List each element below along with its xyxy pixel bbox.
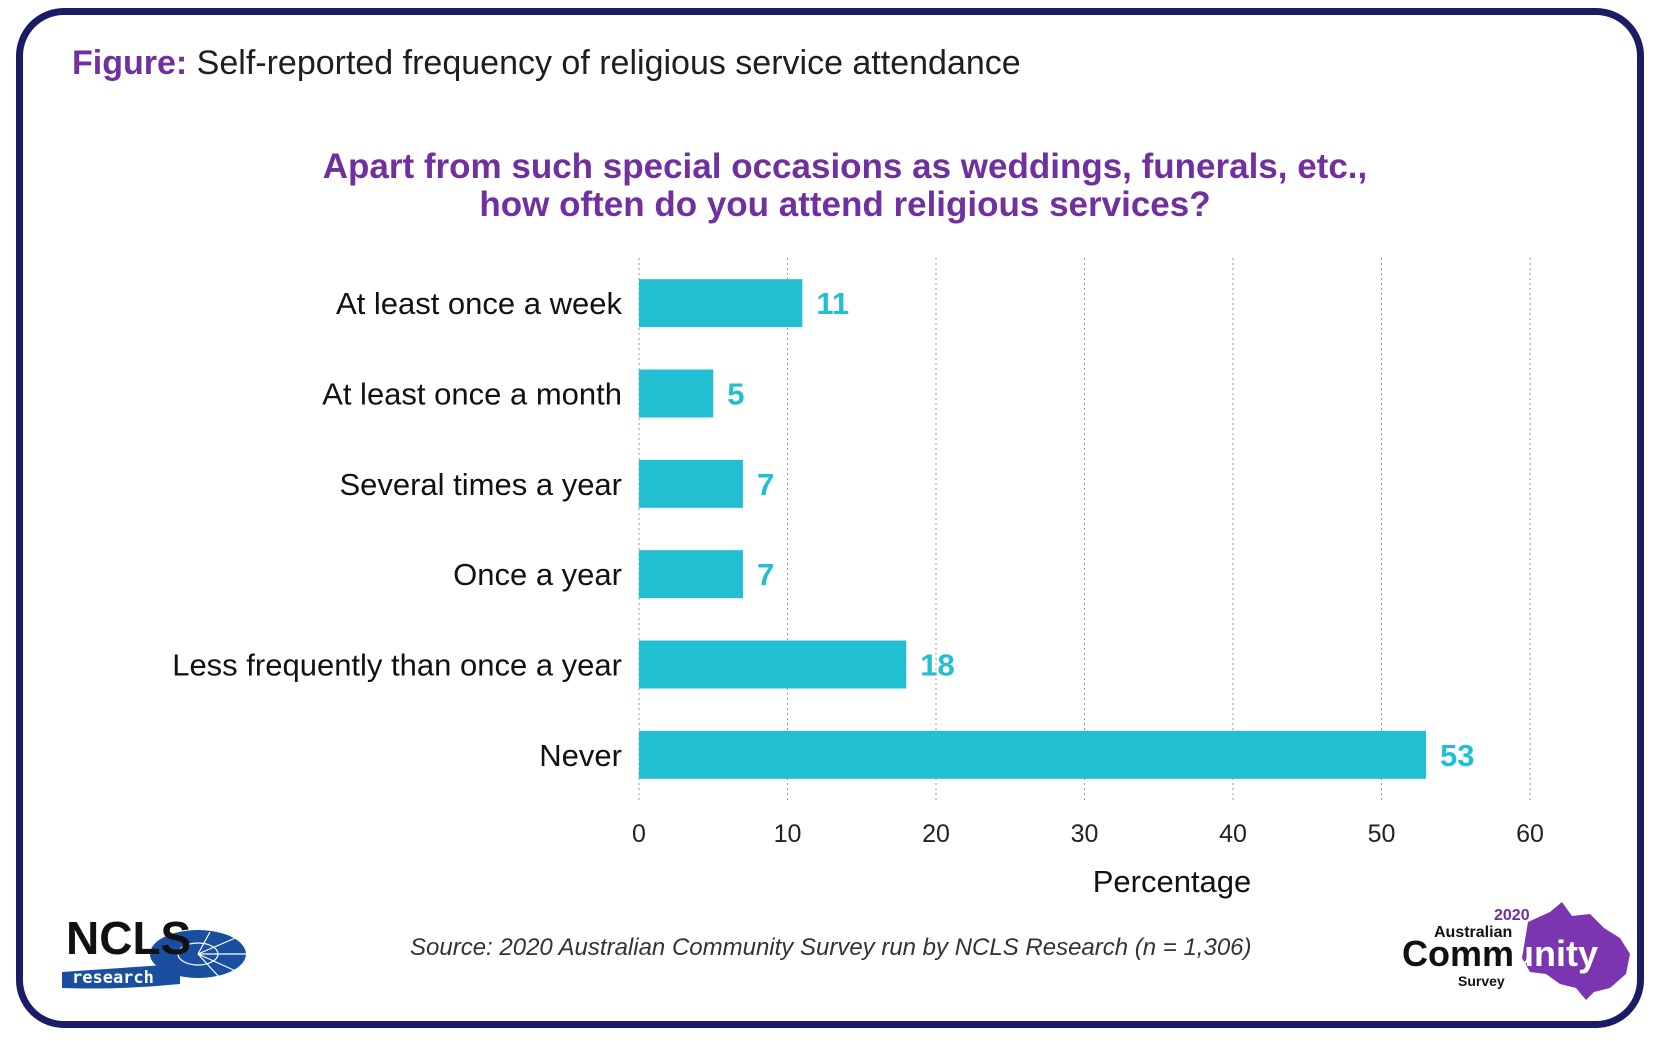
category-label: Never [539, 738, 622, 773]
category-label: Once a year [453, 557, 622, 592]
bar [639, 730, 1427, 779]
x-tick-label: 30 [1071, 820, 1099, 848]
data-label: 7 [757, 557, 774, 592]
x-tick-label: 0 [632, 820, 646, 848]
ncls-research-logo: NCLS research [62, 912, 246, 989]
category-label: Several times a year [339, 467, 622, 502]
data-label: 7 [757, 467, 774, 502]
category-label: At least once a month [322, 377, 622, 412]
data-label: 5 [727, 377, 744, 412]
bar [639, 640, 907, 689]
category-label: Less frequently than once a year [172, 648, 622, 683]
australian-community-survey-logo: 2020 Australian Comm unity Survey [1402, 902, 1630, 1000]
data-label: 53 [1440, 738, 1474, 773]
ncls-globe-lines [177, 931, 246, 979]
bar [639, 550, 743, 599]
x-tick-label: 20 [922, 820, 950, 848]
bar [639, 369, 714, 418]
chart-question-line-1: Apart from such special occasions as wed… [322, 147, 1368, 186]
ncls-sub-text: research [72, 968, 154, 988]
ncls-main-text: NCLS [66, 912, 191, 964]
acs-line2-b: unity [1512, 933, 1598, 974]
bar [639, 459, 743, 508]
category-label: At least once a week [336, 286, 623, 321]
figure-title-lead: Figure: [72, 44, 188, 82]
x-tick-label: 40 [1219, 820, 1247, 848]
x-tick-label: 50 [1368, 820, 1396, 848]
acs-line3: Survey [1458, 973, 1505, 989]
bar-chart: 0 10 20 30 40 50 60 Percentage At least once a w… [172, 258, 1544, 899]
figure-title-text: Self-reported frequency of religious ser… [196, 44, 1021, 82]
x-tick-label: 10 [774, 820, 802, 848]
figure-title: Figure: Self-reported frequency of relig… [72, 44, 1021, 83]
figure-frame [16, 8, 1644, 1028]
chart-question-line-2: how often do you attend religious servic… [479, 185, 1211, 224]
australia-map-icon [1522, 902, 1630, 1000]
x-tick-label: 60 [1516, 820, 1544, 848]
ncls-banner [62, 964, 180, 989]
data-label: 18 [920, 648, 954, 683]
acs-line1: Australian [1434, 924, 1512, 941]
acs-line2-a: Comm [1402, 933, 1514, 974]
data-label: 11 [816, 286, 849, 321]
acs-year: 2020 [1494, 907, 1530, 924]
source-note: Source: 2020 Australian Community Survey… [410, 934, 1252, 961]
x-axis-label: Percentage [1093, 864, 1252, 899]
bar [639, 279, 803, 328]
